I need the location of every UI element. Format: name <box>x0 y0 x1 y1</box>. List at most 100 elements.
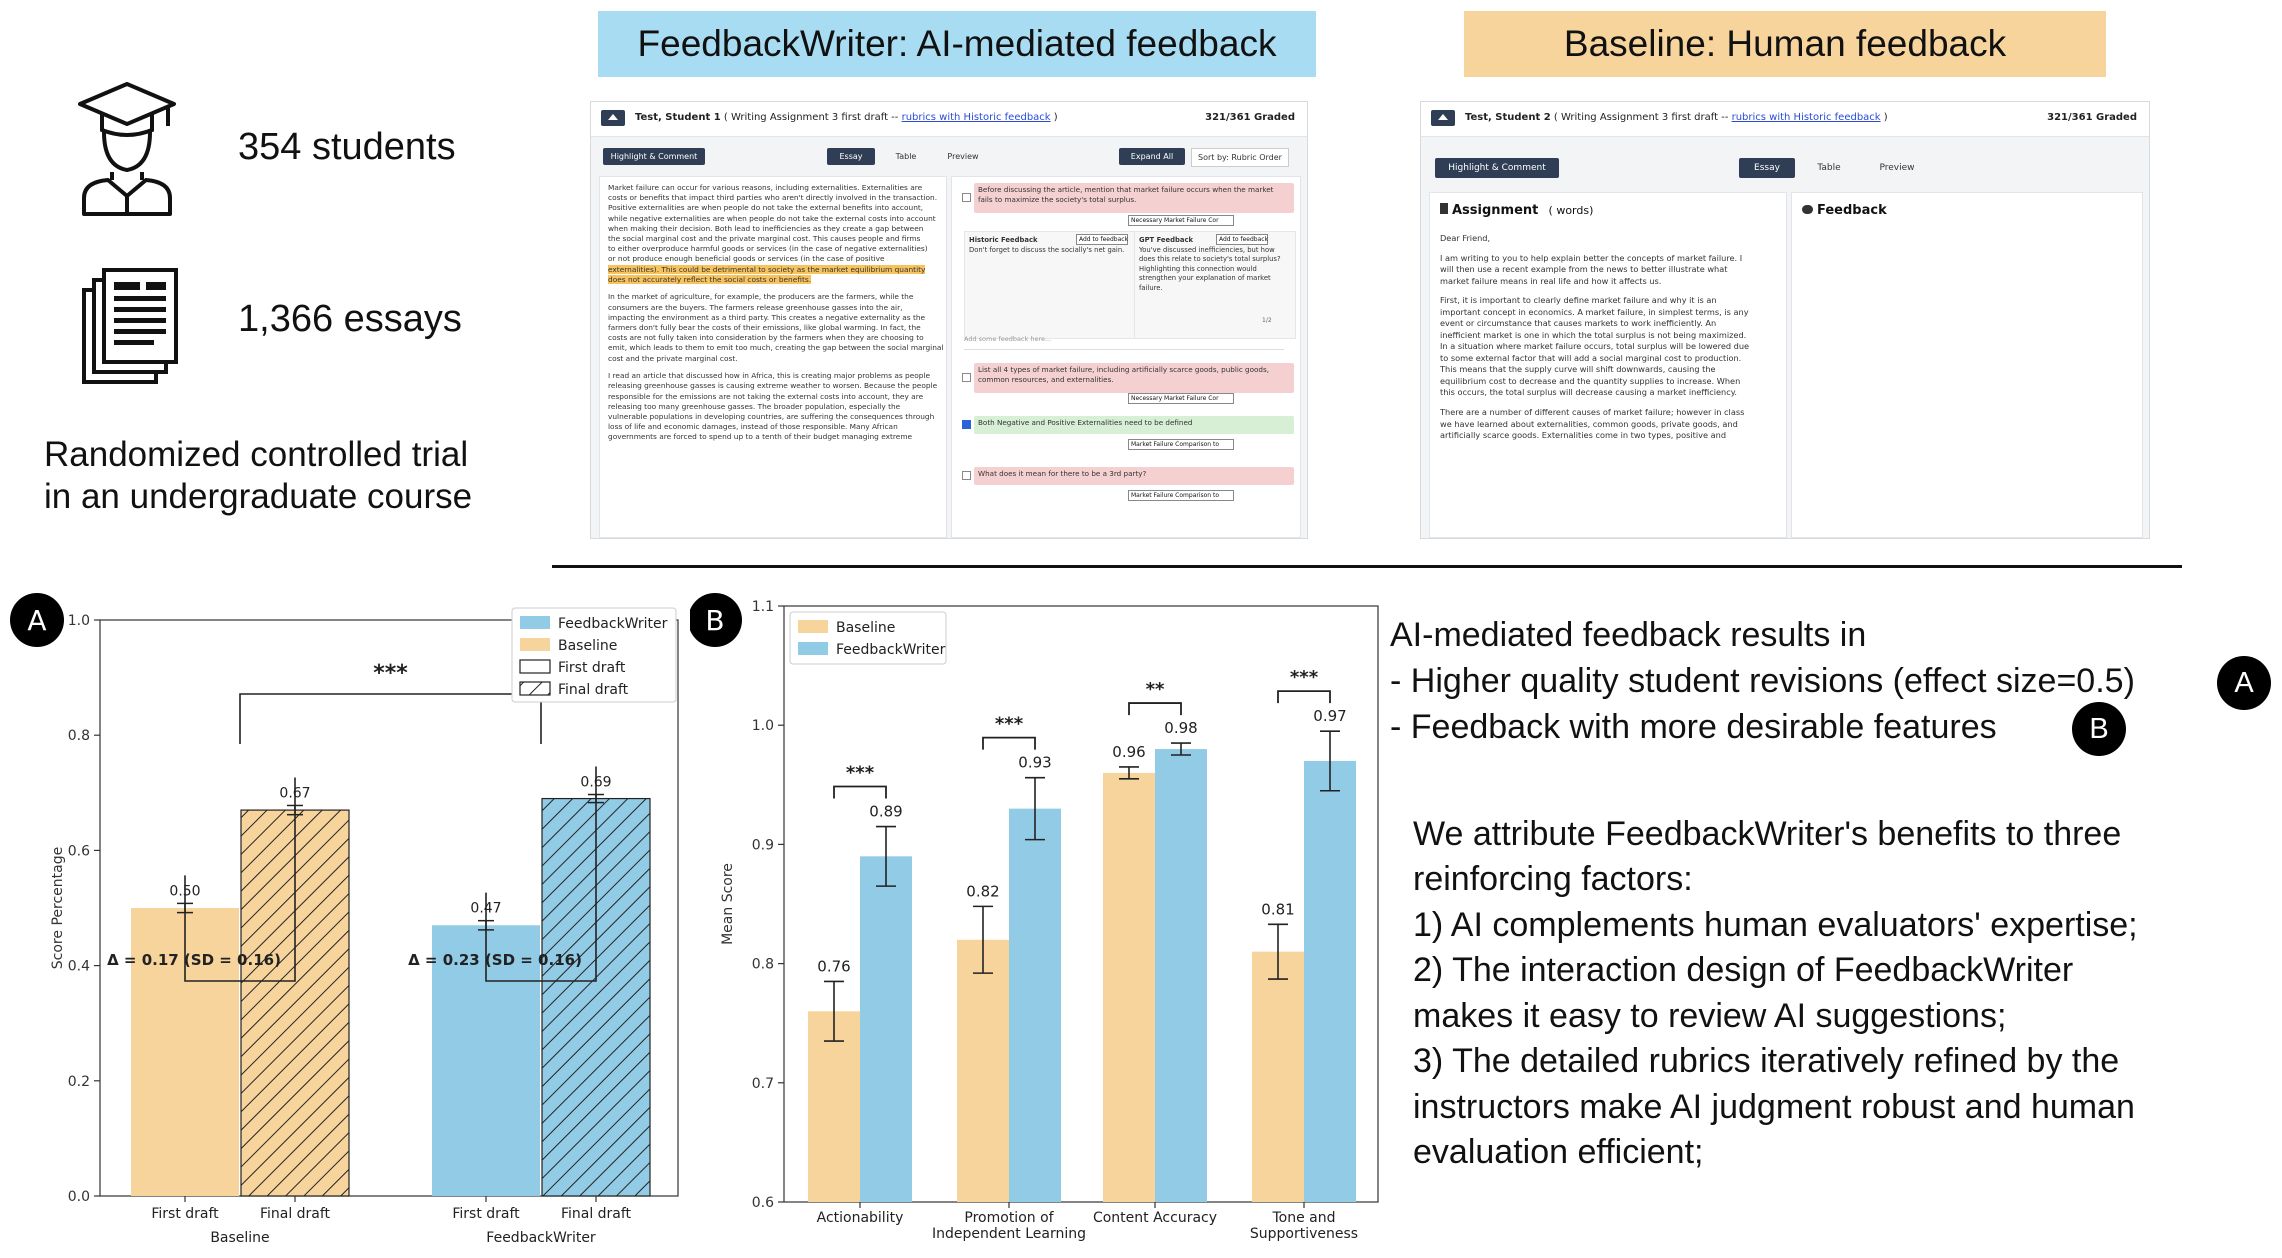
home-icon[interactable] <box>601 110 625 126</box>
attribution-line: reinforcing factors: <box>1413 860 1693 898</box>
group-label: Baseline <box>210 1230 269 1246</box>
feedback-text: Both Negative and Positive Externalities… <box>978 418 1193 427</box>
essays-count: 1,366 essays <box>238 298 462 340</box>
essay-line: externalities). This could be detrimenta… <box>608 264 926 274</box>
document-stack-icon <box>82 268 178 384</box>
significance-label: ** <box>1146 679 1165 700</box>
attribution-line: We attribute FeedbackWriter's benefits t… <box>1413 815 2122 853</box>
feedback-checkbox-checked[interactable] <box>962 420 971 429</box>
tab-essay[interactable]: Essay <box>1739 158 1795 178</box>
graduate-icon <box>78 82 176 216</box>
student-context: Test, Student 1 ( Writing Assignment 3 f… <box>635 112 1058 123</box>
feedback-checkbox[interactable] <box>962 373 971 382</box>
badge-b: B <box>2072 702 2126 756</box>
students-count: 354 students <box>238 126 456 168</box>
rubric-link[interactable]: rubrics with Historic feedback <box>901 112 1051 123</box>
legend-swatch <box>519 659 551 674</box>
highlight-comment-button[interactable]: Highlight & Comment <box>603 148 705 165</box>
feedbackwriter-screenshot: Test, Student 1 ( Writing Assignment 3 f… <box>590 101 1308 539</box>
legend-label: Baseline <box>836 620 895 636</box>
feedback-text: What does it mean for there to be a 3rd … <box>978 469 1147 478</box>
value-label: 0.93 <box>1018 754 1051 772</box>
essay-line: does not accurately reflect the social c… <box>608 274 812 284</box>
feedback-item[interactable]: What does it mean for there to be a 3rd … <box>974 467 1294 485</box>
add-gpt-button[interactable]: Add to feedback <box>1216 234 1268 245</box>
tab-preview[interactable]: Preview <box>947 152 979 161</box>
essay-line: artificially scarce goods. Externalities… <box>1440 430 1727 441</box>
delta-label: Δ = 0.17 (SD = 0.16) <box>107 951 281 969</box>
essay-line: or not produce enough beneficial goods o… <box>608 254 885 264</box>
historic-feedback-card: Historic Feedback Don't forget to discus… <box>964 231 1138 339</box>
x-tick-label: Promotion of <box>964 1210 1054 1226</box>
essay-line: responsible for the emissions are not ta… <box>608 391 924 401</box>
x-tick-label: Content Accuracy <box>1093 1210 1217 1226</box>
essay-line <box>1440 287 1780 295</box>
essay-line: In the market of agriculture, for exampl… <box>608 292 914 302</box>
essay-line: loss of life and economic damages, inste… <box>608 422 898 432</box>
tab-essay[interactable]: Essay <box>827 148 875 165</box>
tab-table[interactable]: Table <box>895 152 917 161</box>
rubric-select[interactable]: Necessary Market Failure Cor <box>1128 393 1234 404</box>
feedback-checkbox[interactable] <box>962 471 971 480</box>
plot-frame <box>99 619 679 1197</box>
highlight-comment-button[interactable]: Highlight & Comment <box>1435 158 1559 178</box>
feedback-checkbox[interactable] <box>962 193 971 202</box>
student-name: Test, Student 1 <box>635 112 721 123</box>
legend-box <box>511 607 677 703</box>
add-feedback-input[interactable]: Add some feedback here... <box>964 335 1284 350</box>
top-bar: Test, Student 2 ( Writing Assignment 3 f… <box>1421 102 2149 137</box>
legend-label: First draft <box>558 660 626 676</box>
study-design-line2: in an undergraduate course <box>44 477 473 516</box>
expand-all-button[interactable]: Expand All <box>1119 148 1185 165</box>
context-suffix: ) <box>1050 112 1058 123</box>
essay-line: while negative externalities are when pe… <box>608 213 936 223</box>
top-bar: Test, Student 1 ( Writing Assignment 3 f… <box>591 102 1307 137</box>
essay-line: market failure means in real life and ho… <box>1440 275 1662 286</box>
y-tick-label: 0.8 <box>68 728 90 744</box>
delta-label: Δ = 0.23 (SD = 0.16) <box>408 951 582 969</box>
tab-table[interactable]: Table <box>1817 163 1841 173</box>
rubric-select[interactable]: Market Failure Comparison to <box>1128 439 1234 450</box>
significance-bracket <box>1277 690 1331 704</box>
rubric-select[interactable]: Necessary Market Failure Cor <box>1128 215 1234 226</box>
essay-line: This means that the supply curve will sh… <box>1440 364 1716 375</box>
significance-label: *** <box>1290 667 1319 688</box>
pager: 1/2 <box>1262 317 1272 324</box>
y-axis-label: Score Percentage <box>50 847 66 969</box>
essay-line: equilibrium cost to decrease and the qua… <box>1440 375 1741 386</box>
sort-select[interactable]: Sort by: Rubric Order <box>1191 148 1289 167</box>
result-bullet-1: - Higher quality student revisions (effe… <box>1390 662 2135 700</box>
tab-preview[interactable]: Preview <box>1879 163 1915 173</box>
feedback-item[interactable]: Before discussing the article, mention t… <box>974 183 1294 213</box>
essay-line: I am writing to you to help explain bett… <box>1440 252 1743 263</box>
essay-line: Positive externalities are when people d… <box>608 203 924 213</box>
legend-label: Baseline <box>558 638 617 654</box>
essay-line: emit, which leads to them to emit too mu… <box>608 343 944 353</box>
value-label: 0.98 <box>1164 719 1197 737</box>
rubric-link[interactable]: rubrics with Historic feedback <box>1731 112 1881 123</box>
y-tick-label: 0.8 <box>752 957 774 973</box>
student-name: Test, Student 2 <box>1465 112 1551 123</box>
plot-frame <box>783 605 1379 1203</box>
feedback-item[interactable]: List all 4 types of market failure, incl… <box>974 363 1294 393</box>
essay-line: consumers are the buyers. The farmers re… <box>608 302 903 312</box>
essay-line: costs or benefits that impact third part… <box>608 193 938 203</box>
y-tick-label: 0.6 <box>68 843 90 859</box>
add-historic-button[interactable]: Add to feedback <box>1076 234 1128 245</box>
y-axis-label: Mean Score <box>720 863 736 945</box>
home-icon[interactable] <box>1431 110 1455 126</box>
legend-swatch <box>519 681 551 696</box>
significance-label: *** <box>373 661 408 686</box>
essay-line: governments are forced to spend up to a … <box>608 432 913 442</box>
word-count: ( words) <box>1548 204 1594 217</box>
essay-line: Market failure can occur for various rea… <box>608 183 923 192</box>
feedback-title: Feedback <box>1817 203 1887 218</box>
bar-feedbackwriter <box>1155 749 1207 1202</box>
document-icon <box>1440 203 1448 214</box>
attribution-line: 3) The detailed rubrics iteratively refi… <box>1413 1042 2120 1080</box>
y-tick-label: 0.7 <box>752 1076 774 1092</box>
rubric-select[interactable]: Market Failure Comparison to <box>1128 490 1234 501</box>
essay-line <box>608 364 942 371</box>
feedback-item[interactable]: Both Negative and Positive Externalities… <box>974 416 1294 434</box>
